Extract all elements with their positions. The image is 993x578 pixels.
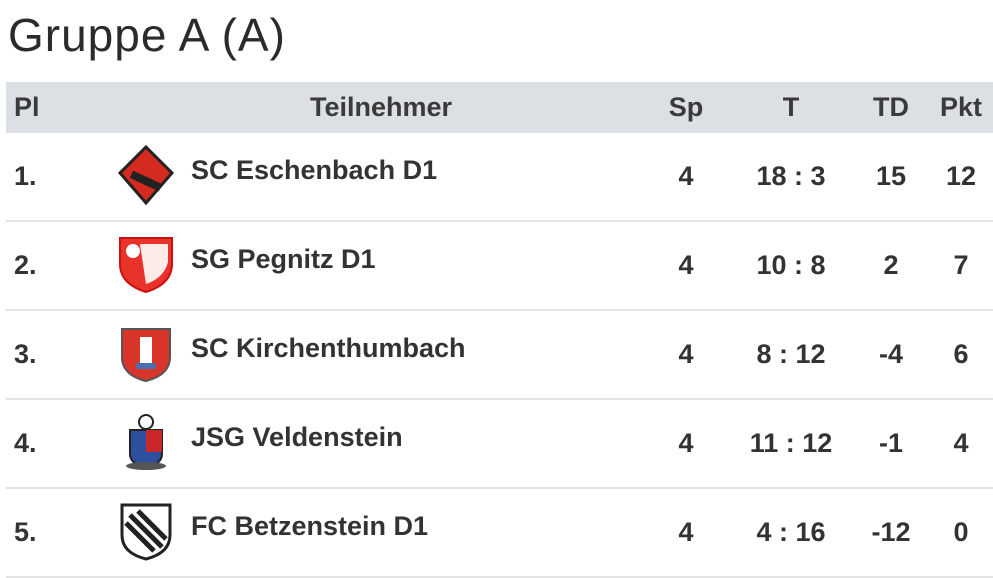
rank: 1. [14,161,37,191]
team-logo [119,237,173,294]
goal-diff: 2 [883,250,899,280]
standings-table: Pl Teilnehmer Sp T TD Pkt 1. SC Eschenba… [6,82,993,578]
rank: 5. [14,517,37,547]
goal-diff: -1 [878,428,903,458]
header-row: Pl Teilnehmer Sp T TD Pkt [6,82,993,133]
team-name: SC Kirchenthumbach [191,333,466,363]
team-row[interactable]: 1. SC Eschenbach D1 4 18 : 3 15 12 [6,133,993,222]
points: 12 [945,161,977,191]
games: 4 [678,517,694,547]
goals: 10 : 8 [756,250,826,280]
team-logo [120,503,172,561]
rank: 3. [14,339,37,369]
header-cell: TD [873,92,909,122]
header-cell: T [782,92,800,122]
games: 4 [678,428,694,458]
games: 4 [678,161,694,191]
team-logo [117,145,175,205]
team-row[interactable]: 5. FC Betzenstein D1 4 4 : 16 -12 0 [6,489,993,578]
goals: 18 : 3 [756,161,826,191]
team-name: FC Betzenstein D1 [191,511,429,541]
goals: 4 : 16 [756,517,826,547]
header-cell: Pl [14,92,40,122]
goal-diff: -4 [878,339,903,369]
goals: 11 : 12 [749,428,833,458]
group-title: Gruppe A (A) [8,9,286,61]
team-name: JSG Veldenstein [191,422,403,452]
games: 4 [678,339,694,369]
rank: 2. [14,250,37,280]
goals: 8 : 12 [756,339,826,369]
goal-diff: -12 [871,517,911,547]
points: 7 [953,250,969,280]
header-cell: Teilnehmer [309,92,453,122]
games: 4 [678,250,694,280]
team-name: SG Pegnitz D1 [191,244,376,274]
points: 4 [953,428,969,458]
header-cell: Sp [668,92,704,122]
team-row[interactable]: 4. JSG Veldenstein 4 11 : 12 -1 4 [6,400,993,489]
header-cell: Pkt [939,92,983,122]
team-logo [121,328,171,383]
team-row[interactable]: 3. SC Kirchenthumbach 4 8 : 12 -4 6 [6,311,993,400]
goal-diff: 15 [875,161,907,191]
team-logo [126,414,166,470]
points: 0 [953,517,969,547]
team-row[interactable]: 2. SG Pegnitz D1 4 10 : 8 2 7 [6,222,993,311]
points: 6 [953,339,969,369]
team-name: SC Eschenbach D1 [191,155,438,185]
rank: 4. [14,428,37,458]
